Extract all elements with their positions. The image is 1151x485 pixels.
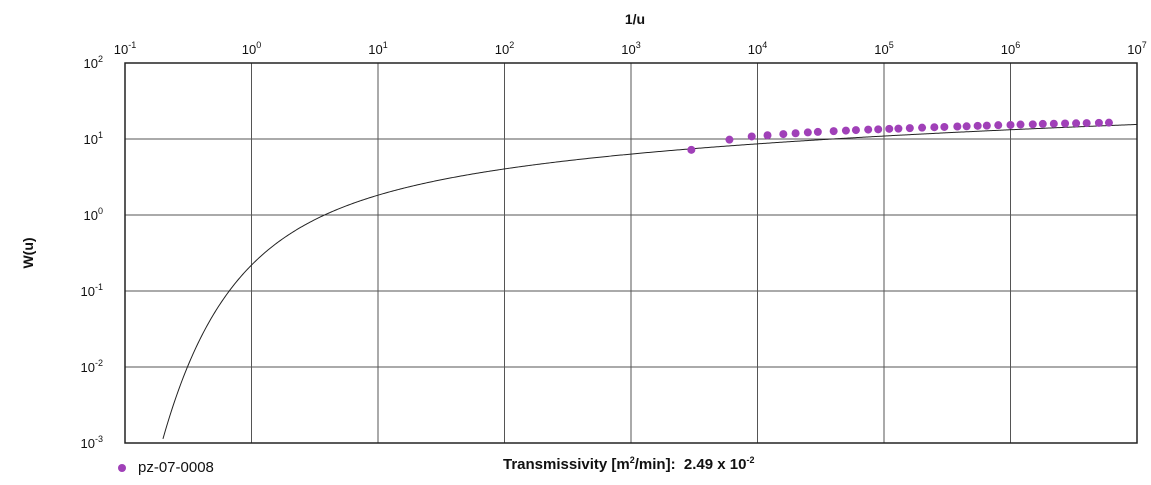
data-point <box>894 124 903 133</box>
data-point <box>1072 119 1081 128</box>
y-axis-title: W(u) <box>20 237 36 268</box>
y-tick-label: 10-1 <box>81 282 103 299</box>
x-axis-title: 1/u <box>625 11 645 27</box>
theis-type-curve <box>162 123 1138 440</box>
y-tick-label: 10-3 <box>81 434 103 451</box>
data-point <box>687 145 696 154</box>
data-point <box>1038 119 1047 128</box>
x-tick-label: 103 <box>621 40 640 57</box>
x-tick-label: 100 <box>242 40 261 57</box>
data-point <box>885 124 894 133</box>
data-point <box>747 132 756 141</box>
data-point <box>813 127 822 136</box>
data-point <box>864 125 873 134</box>
plot-frame <box>124 62 1138 444</box>
data-point <box>725 135 734 144</box>
transmissivity-label: Transmissivity [m <box>503 456 630 473</box>
data-points <box>687 118 1113 154</box>
x-tick-label: 107 <box>1127 40 1146 57</box>
x-tick-label: 101 <box>368 40 387 57</box>
data-point <box>874 125 883 134</box>
y-tick-labels: 102 101 100 10-1 10-2 10-3 <box>81 54 103 451</box>
legend-marker <box>118 463 126 472</box>
data-point <box>1049 119 1058 128</box>
transmissivity-result: Transmissivity [m2/min]: 2.49 x 10-2 <box>503 455 755 473</box>
y-tick-label: 101 <box>84 130 103 147</box>
transmissivity-label-tail: /min]: <box>634 456 676 473</box>
data-point <box>953 122 962 131</box>
data-point <box>1094 118 1103 127</box>
data-point <box>763 131 772 140</box>
transmissivity-value: 2.49 x 10 <box>683 456 747 473</box>
data-point <box>803 128 812 137</box>
data-point <box>1016 120 1025 129</box>
data-point <box>930 123 939 132</box>
data-point <box>940 122 949 131</box>
x-tick-label: 105 <box>874 40 893 57</box>
data-point <box>1006 120 1015 129</box>
x-tick-labels: 10-1 100 101 102 103 104 105 106 107 <box>114 40 1147 57</box>
data-point <box>1061 119 1070 128</box>
data-point <box>982 121 991 130</box>
transmissivity-unit-exponent: 2 <box>629 455 635 465</box>
grid <box>124 62 1138 444</box>
data-point <box>851 126 860 135</box>
data-point <box>791 129 800 138</box>
data-point <box>1082 119 1091 128</box>
x-tick-label: 10-1 <box>114 40 136 57</box>
y-tick-label: 10-2 <box>81 358 103 375</box>
data-point <box>1104 118 1113 127</box>
data-point <box>973 121 982 130</box>
legend: pz-07-0008 <box>118 459 214 476</box>
data-point <box>1028 120 1037 129</box>
y-tick-label: 102 <box>84 54 103 71</box>
y-tick-label: 100 <box>84 206 103 223</box>
data-point <box>994 121 1003 130</box>
x-tick-label: 104 <box>748 40 767 57</box>
x-tick-label: 106 <box>1001 40 1020 57</box>
data-point <box>905 124 914 133</box>
data-point <box>841 126 850 135</box>
data-point <box>829 127 838 136</box>
data-point <box>918 123 927 132</box>
x-tick-label: 102 <box>495 40 514 57</box>
data-point <box>962 122 971 131</box>
legend-label: pz-07-0008 <box>138 459 214 476</box>
transmissivity-value-exponent: -2 <box>746 455 755 465</box>
data-point <box>779 130 788 139</box>
